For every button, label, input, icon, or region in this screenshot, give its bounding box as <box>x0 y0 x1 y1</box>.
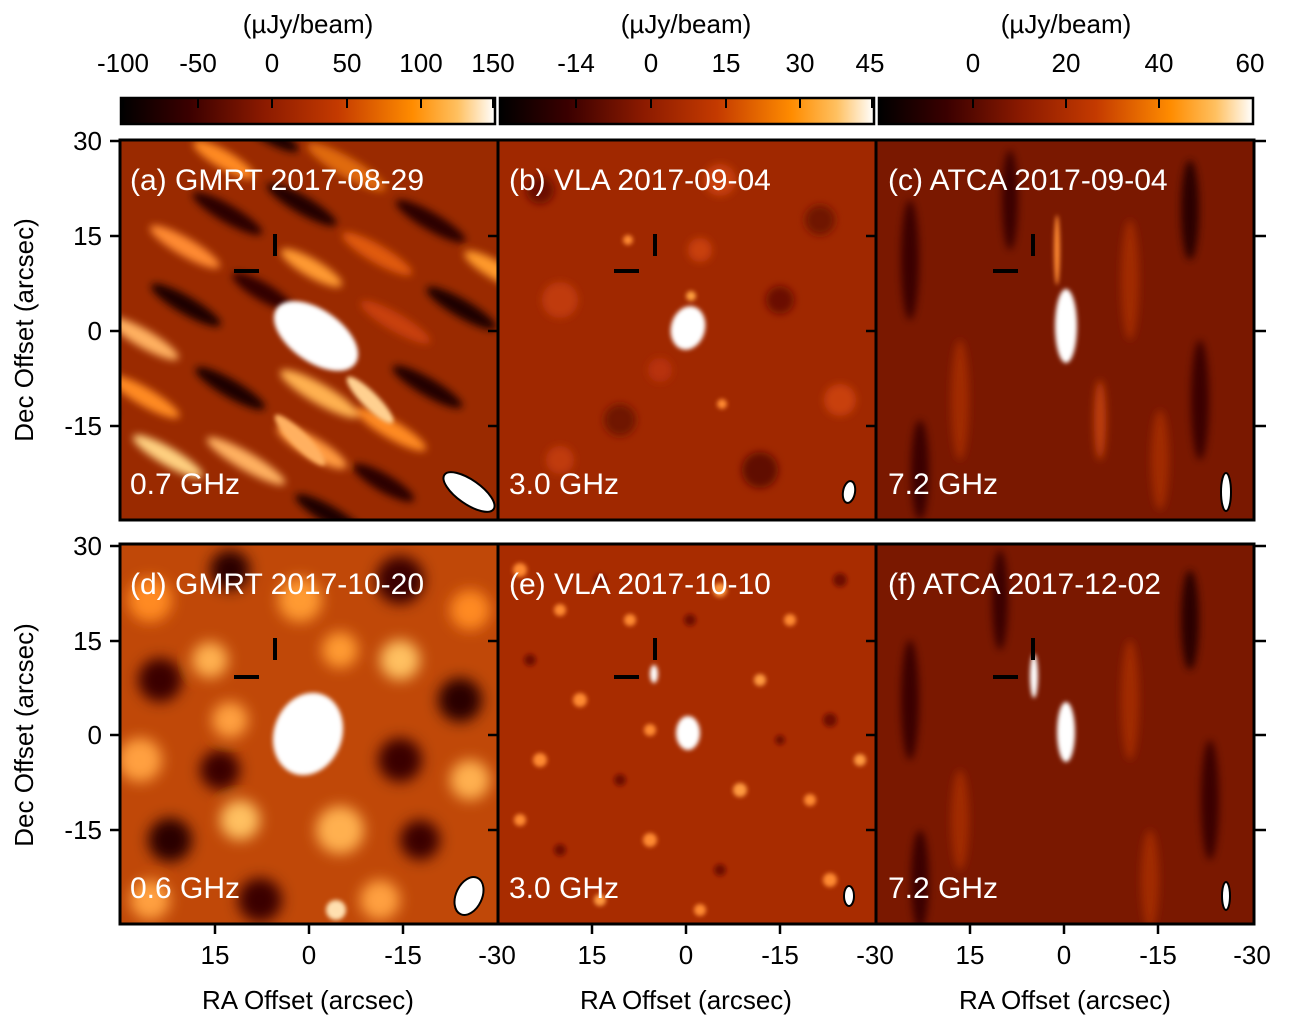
beam-ellipse <box>1221 881 1231 911</box>
x-tick-label: -30 <box>478 940 516 970</box>
colorbar-1: (µJy/beam) -100 -50 0 50 100 150 <box>97 9 515 126</box>
colorbar-1-tick: 50 <box>333 48 362 78</box>
panel-c-freq: 7.2 GHz <box>888 468 998 501</box>
y-tick-label: -15 <box>64 815 102 845</box>
colorbar-1-tick: 0 <box>265 48 279 78</box>
x-tick-label: -15 <box>1139 940 1177 970</box>
panel-e-label: (e) VLA 2017-10-10 <box>509 568 771 601</box>
panel-a: (a) GMRT 2017-08-29 0.7 GHz <box>118 138 500 522</box>
beam-ellipse <box>442 471 496 513</box>
colorbar-2-gradient <box>498 96 876 126</box>
x-tick-label: 15 <box>201 940 230 970</box>
beam-ellipse <box>841 480 857 504</box>
panel-d-label: (d) GMRT 2017-10-20 <box>130 568 424 601</box>
panel-d-image <box>121 545 497 923</box>
panel-d: (d) GMRT 2017-10-20 0.6 GHz <box>118 542 500 926</box>
panel-c: (c) ATCA 2017-09-04 7.2 GHz <box>874 138 1256 522</box>
panel-a-image <box>121 141 497 519</box>
x-tick-label: -15 <box>761 940 799 970</box>
x-tick-label: -30 <box>856 940 894 970</box>
panel-b-image <box>499 141 875 519</box>
panel-f-freq: 7.2 GHz <box>888 872 998 905</box>
y-axis: 30 15 0 -15 30 15 0 -15 Dec Offset (arcs… <box>9 126 102 847</box>
x-tick-label: 15 <box>956 940 985 970</box>
colorbar-3-tick: 60 <box>1236 48 1265 78</box>
colorbar-1-unit: (µJy/beam) <box>243 9 374 39</box>
colorbar-2-unit: (µJy/beam) <box>621 9 752 39</box>
panel-c-label: (c) ATCA 2017-09-04 <box>888 164 1168 197</box>
panel-f-image <box>877 545 1253 923</box>
colorbar-2-tick: 0 <box>644 48 658 78</box>
y-axis-title: Dec Offset (arcsec) <box>9 218 39 441</box>
colorbar-3-tick: 0 <box>966 48 980 78</box>
x-tick-label: -30 <box>1233 940 1271 970</box>
colorbar-1-tick: -50 <box>179 48 217 78</box>
colorbar-2-tick: -14 <box>557 48 595 78</box>
x-tick-label: 0 <box>1057 940 1071 970</box>
colorbar-3-tick: 40 <box>1145 48 1174 78</box>
x-axis-title: RA Offset (arcsec) <box>959 985 1171 1015</box>
x-axis: 15 0 -15 -30 15 0 -15 -30 15 0 -15 -30 R… <box>201 940 1271 1015</box>
beam-ellipse <box>453 876 485 916</box>
panel-b-label: (b) VLA 2017-09-04 <box>509 164 771 197</box>
panel-b-freq: 3.0 GHz <box>509 468 619 501</box>
x-tick-label: 0 <box>679 940 693 970</box>
panel-e: (e) VLA 2017-10-10 3.0 GHz <box>496 542 878 926</box>
beam-ellipse <box>1220 472 1232 512</box>
colorbar-3-tick: 20 <box>1052 48 1081 78</box>
panel-b: (b) VLA 2017-09-04 3.0 GHz <box>496 138 878 522</box>
colorbar-1-tick: 150 <box>471 48 514 78</box>
colorbar-1-tick: -100 <box>97 48 149 78</box>
panel-e-freq: 3.0 GHz <box>509 872 619 905</box>
y-axis-title: Dec Offset (arcsec) <box>9 623 39 846</box>
colorbar-2-tick: 45 <box>856 48 885 78</box>
y-tick-label: 30 <box>73 531 102 561</box>
y-tick-label: 0 <box>88 316 102 346</box>
colorbar-2-tick: 15 <box>712 48 741 78</box>
colorbar-3-unit: (µJy/beam) <box>1001 9 1132 39</box>
y-tick-label: -15 <box>64 411 102 441</box>
x-tick-label: 15 <box>578 940 607 970</box>
colorbar-2-tick: 30 <box>786 48 815 78</box>
x-tick-label: 0 <box>302 940 316 970</box>
panel-d-freq: 0.6 GHz <box>130 872 240 905</box>
x-tick-label: -15 <box>384 940 422 970</box>
colorbar-3: (µJy/beam) 0 20 40 60 <box>877 9 1265 126</box>
y-tick-label: 15 <box>73 626 102 656</box>
panel-c-image <box>877 141 1253 519</box>
colorbar-1-gradient <box>119 96 497 126</box>
panel-a-freq: 0.7 GHz <box>130 468 240 501</box>
panel-e-image <box>499 545 875 923</box>
x-axis-title: RA Offset (arcsec) <box>580 985 792 1015</box>
colorbar-1-tick: 100 <box>399 48 442 78</box>
y-tick-label: 15 <box>73 221 102 251</box>
panel-f: (f) ATCA 2017-12-02 7.2 GHz <box>874 542 1256 926</box>
axis-tick-marks <box>110 139 1266 934</box>
colorbar-2: (µJy/beam) -14 0 15 30 45 <box>498 9 885 126</box>
x-axis-title: RA Offset (arcsec) <box>202 985 414 1015</box>
beam-ellipse <box>843 885 855 907</box>
y-tick-label: 0 <box>88 720 102 750</box>
y-tick-label: 30 <box>73 126 102 156</box>
panel-a-label: (a) GMRT 2017-08-29 <box>130 164 424 197</box>
panel-f-label: (f) ATCA 2017-12-02 <box>888 568 1161 601</box>
